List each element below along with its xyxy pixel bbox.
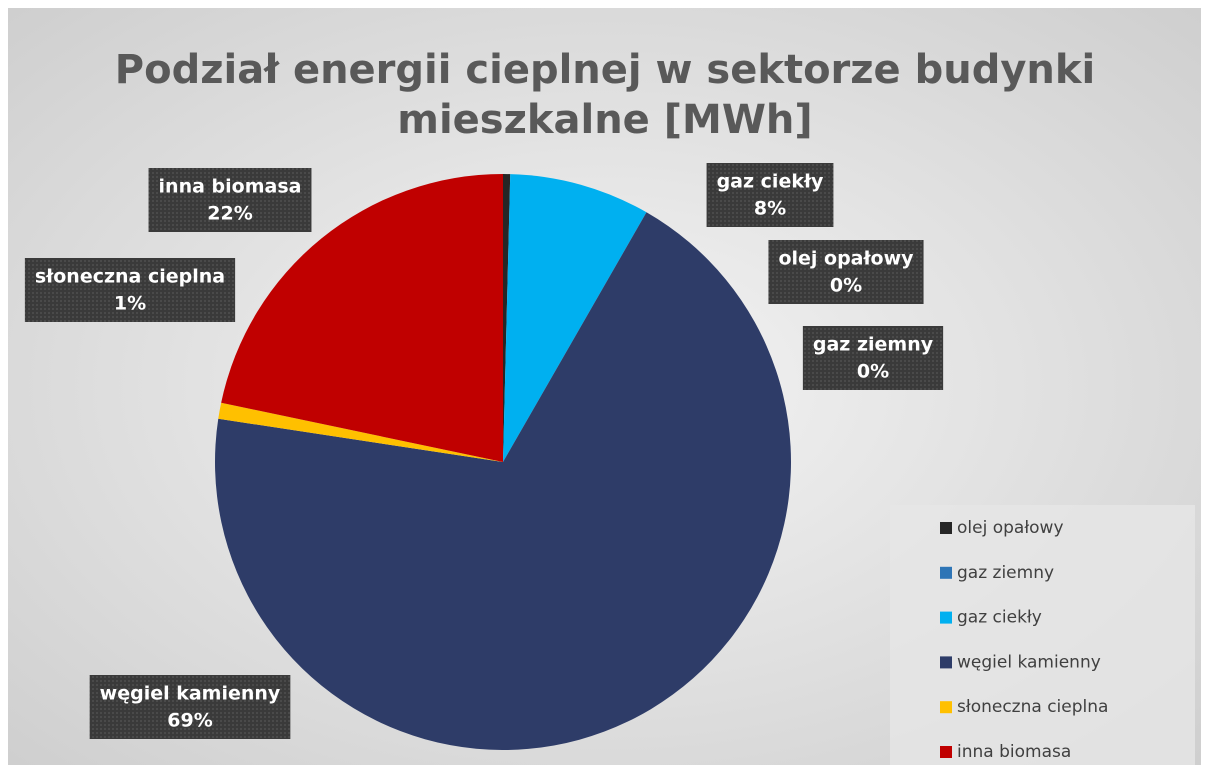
legend-label: gaz ziemny — [957, 563, 1054, 583]
legend-swatch — [940, 566, 952, 579]
legend-box — [890, 505, 1195, 765]
pie-slice — [503, 174, 511, 462]
legend-swatch — [940, 611, 952, 624]
data-label-box — [24, 258, 236, 322]
data-label-value: 1% — [114, 293, 146, 315]
pie-slice — [218, 402, 503, 462]
data-label: gaz ciekły 8% — [706, 163, 834, 227]
pie-slice — [215, 212, 792, 751]
data-label-value: 22% — [207, 203, 252, 225]
data-label: słoneczna cieplna 1% — [24, 258, 236, 322]
legend-label: węgiel kamienny — [957, 652, 1101, 672]
data-label-name: węgiel kamienny — [100, 683, 281, 705]
data-label-box — [89, 675, 291, 739]
legend-label: gaz ciekły — [957, 608, 1042, 628]
data-label-name: słoneczna cieplna — [35, 266, 225, 288]
legend-label: inna biomasa — [957, 742, 1071, 762]
data-label-value: 69% — [167, 710, 212, 732]
data-label-name: inna biomasa — [159, 176, 302, 198]
data-label: inna biomasa 22% — [148, 168, 312, 232]
data-label-box — [768, 240, 924, 304]
data-label-name: gaz ciekły — [717, 171, 824, 193]
data-label-box — [706, 163, 834, 227]
legend-label: olej opałowy — [957, 518, 1064, 538]
legend-swatch — [940, 656, 952, 669]
chart-title: Podział energii cieplnej w sektorze budy… — [115, 47, 1095, 93]
data-label-value: 0% — [830, 275, 862, 297]
data-label: olej opałowy 0% — [768, 240, 924, 304]
pie-slice — [221, 174, 503, 462]
data-label-value: 0% — [857, 361, 889, 383]
legend-swatch — [940, 746, 952, 758]
data-label-box — [802, 326, 944, 390]
data-label-value: 8% — [754, 198, 786, 220]
data-label-name: olej opałowy — [778, 248, 914, 270]
legend-swatch — [940, 522, 952, 534]
data-label: węgiel kamienny 69% — [89, 675, 291, 739]
data-label-box — [148, 168, 312, 232]
legend-swatch — [940, 701, 952, 714]
pie-slice — [503, 174, 647, 463]
legend-label: słoneczna cieplna — [957, 697, 1108, 717]
data-label: gaz ziemny 0% — [802, 326, 944, 390]
chart-title: mieszkalne [MWh] — [397, 97, 812, 143]
data-label-name: gaz ziemny — [813, 334, 934, 356]
